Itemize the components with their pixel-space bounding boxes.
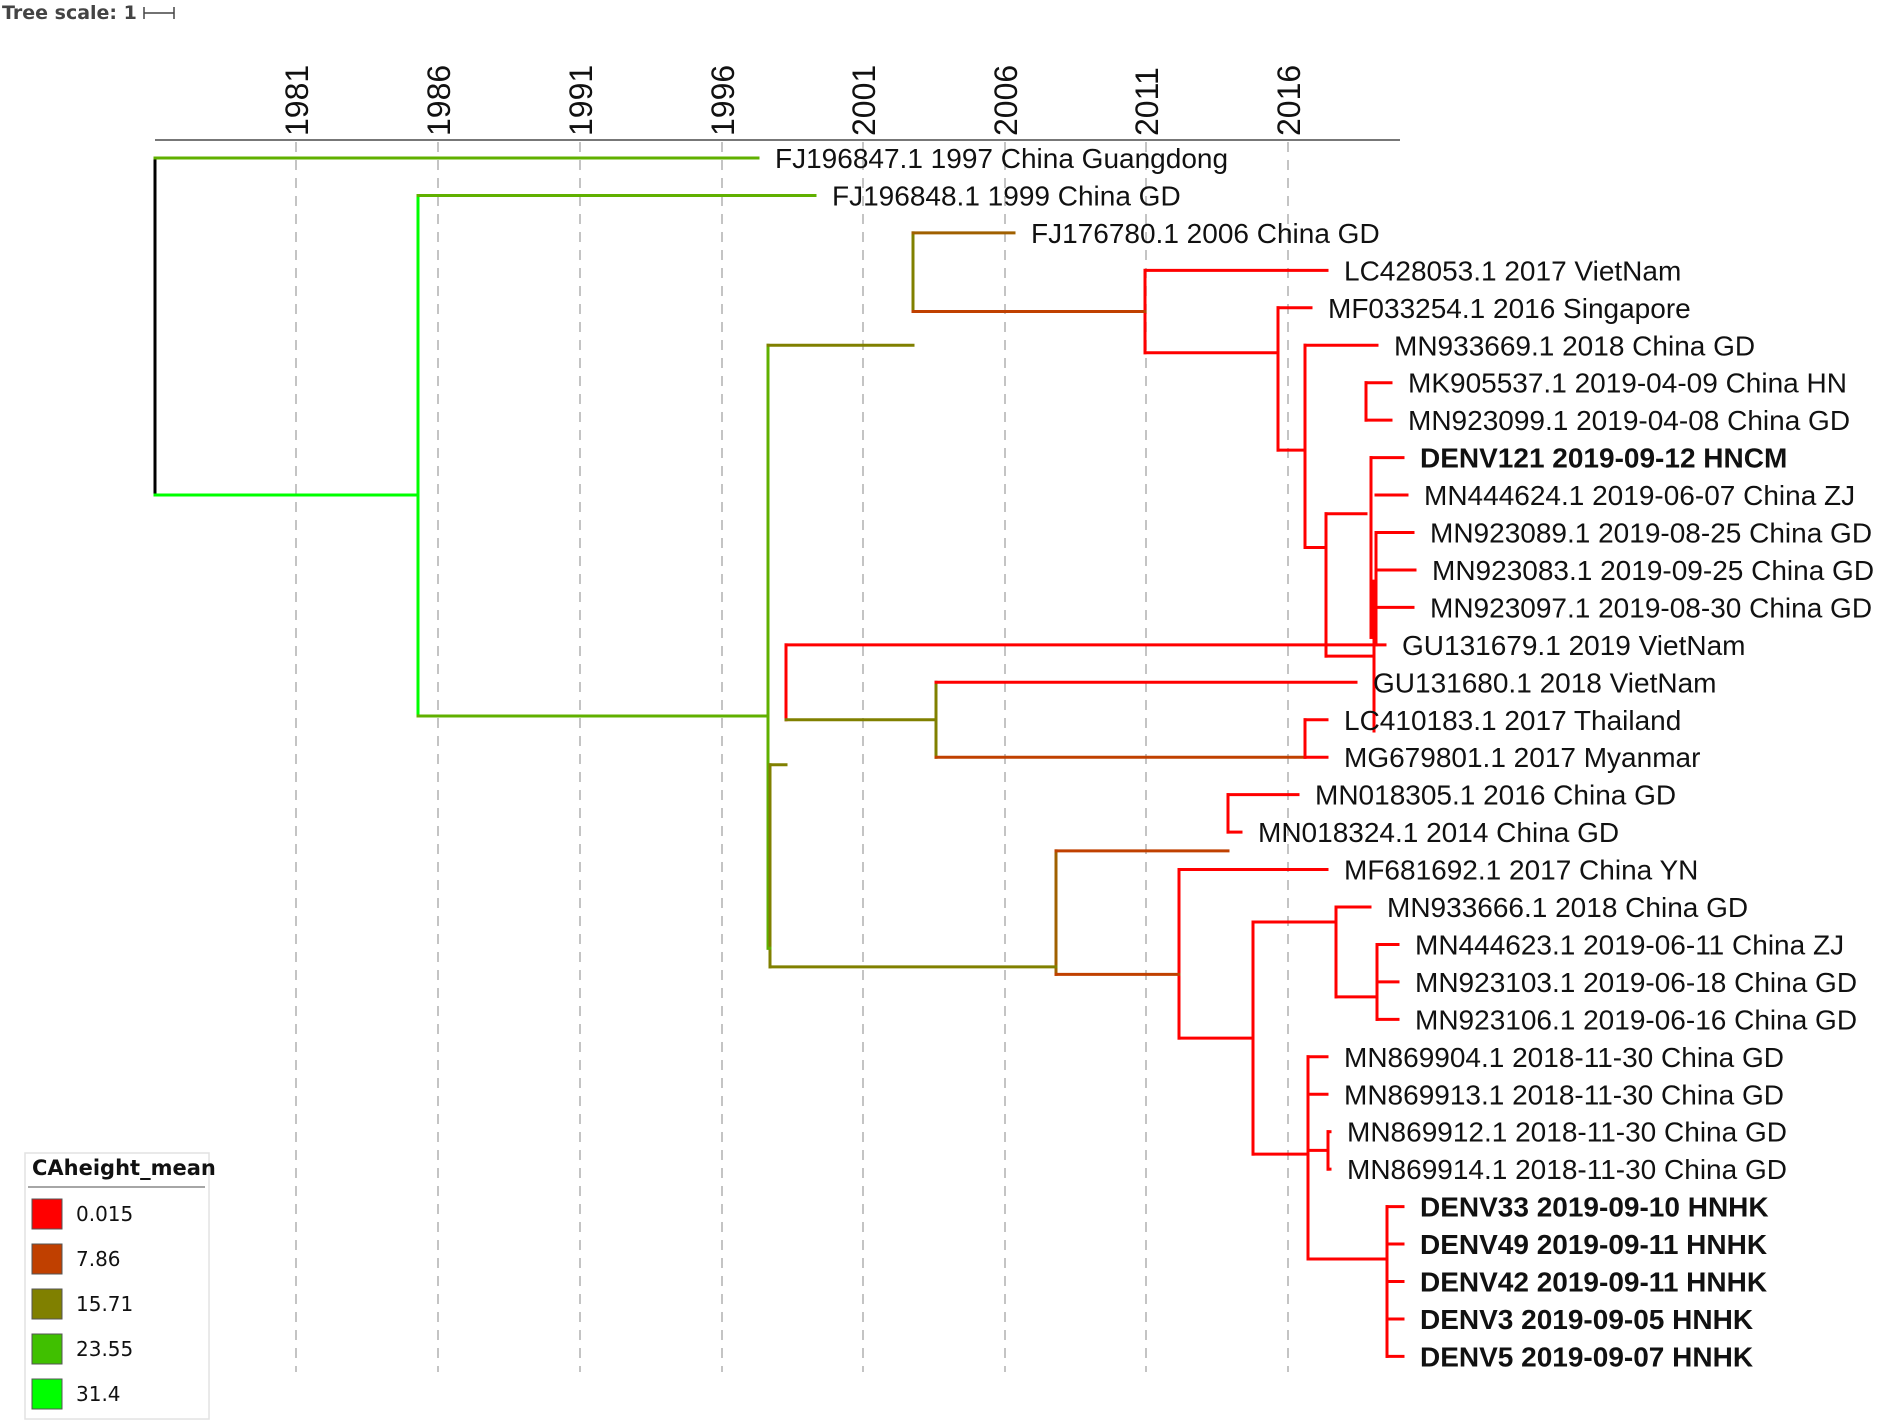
taxon-label: LC410183.1 2017 Thailand (1344, 705, 1681, 736)
legend-title: CAheight_mean (32, 1156, 216, 1180)
taxon-label: MN923089.1 2019-08-25 China GD (1430, 518, 1872, 549)
legend-swatch (31, 1333, 63, 1365)
taxon-label: MN923099.1 2019-04-08 China GD (1408, 405, 1850, 436)
taxon-label: MN869914.1 2018-11-30 China GD (1347, 1154, 1787, 1185)
taxon-label: MG679801.1 2017 Myanmar (1344, 742, 1700, 773)
taxon-label: MF681692.1 2017 China YN (1344, 855, 1698, 886)
axis-tick-label: 2016 (1271, 65, 1307, 136)
taxon-label: DENV5 2019-09-07 HNHK (1420, 1341, 1753, 1372)
taxon-label: DENV33 2019-09-10 HNHK (1420, 1192, 1769, 1223)
taxon-label: MF033254.1 2016 Singapore (1328, 293, 1691, 324)
legend-value: 0.015 (76, 1202, 133, 1226)
axis-tick-labels: 1981 1986 1991 1996 2001 2006 2011 2016 (279, 65, 1307, 136)
taxon-label: MN869912.1 2018-11-30 China GD (1347, 1117, 1787, 1148)
legend-swatch (31, 1288, 63, 1320)
taxon-label: MN018324.1 2014 China GD (1258, 817, 1619, 848)
taxon-label: MN923106.1 2019-06-16 China GD (1415, 1004, 1857, 1035)
legend-swatch (31, 1243, 63, 1275)
legend-value: 31.4 (76, 1382, 121, 1406)
taxon-label: MN869904.1 2018-11-30 China GD (1344, 1042, 1784, 1073)
taxon-label: FJ176780.1 2006 China GD (1031, 218, 1380, 249)
color-legend: CAheight_mean 0.015 7.86 15.71 23.55 31.4 (24, 1152, 216, 1420)
axis-tick-label: 1986 (421, 65, 457, 136)
legend-swatch (31, 1378, 63, 1410)
legend-frame (24, 1152, 210, 1420)
taxon-label: MN444623.1 2019-06-11 China ZJ (1415, 929, 1844, 960)
tree-branches (153, 156, 1417, 1358)
taxon-label: MN933669.1 2018 China GD (1394, 330, 1755, 361)
legend-value: 7.86 (76, 1247, 121, 1271)
taxon-label: MK905537.1 2019-04-09 China HN (1408, 368, 1847, 399)
legend-items: 0.015 7.86 15.71 23.55 31.4 (31, 1198, 133, 1410)
taxon-label: LC428053.1 2017 VietNam (1344, 255, 1681, 286)
taxon-label: MN018305.1 2016 China GD (1315, 780, 1676, 811)
taxon-label: FJ196848.1 1999 China GD (832, 180, 1181, 211)
axis-tick-label: 1991 (563, 65, 599, 136)
taxon-label: MN923097.1 2019-08-30 China GD (1430, 592, 1872, 623)
taxon-label: DENV42 2019-09-11 HNHK (1420, 1267, 1767, 1298)
taxon-label: DENV49 2019-09-11 HNHK (1420, 1229, 1767, 1260)
axis-tick-label: 1981 (279, 65, 315, 136)
taxon-label: DENV3 2019-09-05 HNHK (1420, 1304, 1753, 1335)
taxon-label: GU131679.1 2019 VietNam (1402, 630, 1746, 661)
tree-scale-bar (143, 7, 175, 19)
axis-tick-label: 2011 (1129, 67, 1165, 136)
taxon-labels: FJ196847.1 1997 China Guangdong FJ196848.… (775, 143, 1874, 1372)
axis-tick-label: 2006 (988, 65, 1024, 136)
legend-value: 23.55 (76, 1337, 133, 1361)
axis-tick-label: 1996 (705, 65, 741, 136)
taxon-label: MN923103.1 2019-06-18 China GD (1415, 967, 1857, 998)
legend-swatch (31, 1198, 63, 1230)
taxon-label: MN933666.1 2018 China GD (1387, 892, 1748, 923)
legend-value: 15.71 (76, 1292, 133, 1316)
taxon-label: MN923083.1 2019-09-25 China GD (1432, 555, 1874, 586)
taxon-label: MN444624.1 2019-06-07 China ZJ (1424, 480, 1855, 511)
axis-tick-label: 2001 (846, 65, 882, 136)
tree-scale: Tree scale: 1 (2, 2, 175, 24)
taxon-label: MN869913.1 2018-11-30 China GD (1344, 1079, 1784, 1110)
taxon-label: DENV121 2019-09-12 HNCM (1420, 443, 1787, 474)
tree-scale-label: Tree scale: 1 (2, 2, 137, 24)
taxon-label: GU131680.1 2018 VietNam (1373, 667, 1717, 698)
taxon-label: FJ196847.1 1997 China Guangdong (775, 143, 1228, 174)
